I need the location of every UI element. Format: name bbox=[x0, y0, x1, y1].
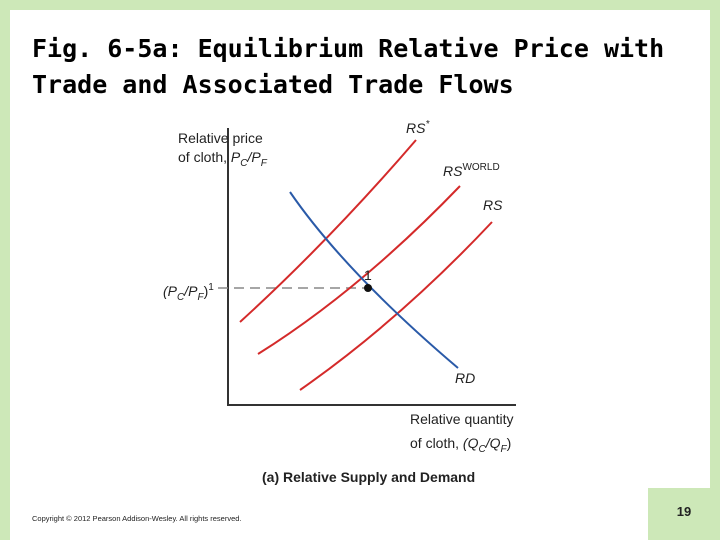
label-part: C bbox=[177, 292, 185, 303]
title-line: Trade and Associated Trade Flows bbox=[32, 70, 514, 99]
label-part: P bbox=[231, 149, 241, 165]
copyright: Copyright © 2012 Pearson Addison-Wesley.… bbox=[32, 514, 242, 523]
label-part: (P bbox=[163, 283, 178, 299]
rd-curve bbox=[289, 191, 459, 369]
top-border bbox=[0, 0, 720, 10]
point-label: 1 bbox=[364, 267, 372, 283]
x-axis-label: Relative quantity bbox=[410, 411, 514, 427]
rs-star-curve bbox=[239, 139, 417, 323]
label-part: F bbox=[261, 158, 268, 169]
page-number: 19 bbox=[677, 504, 691, 519]
page-box bbox=[648, 488, 720, 540]
label-part: ) bbox=[204, 283, 209, 299]
label-part: F bbox=[197, 292, 204, 303]
label-part: RS bbox=[443, 163, 463, 179]
y-axis-label: of cloth, PC/PF bbox=[178, 149, 268, 169]
label-part: F bbox=[501, 444, 508, 455]
curve-label: RSWORLD bbox=[443, 162, 500, 179]
curve-label: RS* bbox=[406, 119, 430, 136]
label-part: (Q bbox=[463, 435, 479, 451]
label-part: RS bbox=[406, 120, 426, 136]
label-part: C bbox=[478, 444, 486, 455]
equilibrium-price-label: (PC/PF)1 bbox=[163, 282, 214, 303]
label-part: /P bbox=[247, 149, 262, 165]
label-part: of cloth, bbox=[410, 435, 463, 451]
title-line: Fig. 6-5a: Equilibrium Relative Price wi… bbox=[32, 34, 664, 63]
label-part: 1 bbox=[208, 282, 214, 293]
label-part: /P bbox=[183, 283, 198, 299]
label-part: /Q bbox=[485, 435, 501, 451]
equilibrium-point bbox=[364, 284, 372, 292]
label-part: C bbox=[240, 158, 248, 169]
curve-label: RD bbox=[455, 370, 475, 386]
left-border bbox=[0, 0, 10, 540]
label-part: ) bbox=[507, 435, 512, 451]
right-border bbox=[710, 0, 720, 540]
figure-caption: (a) Relative Supply and Demand bbox=[262, 469, 475, 485]
x-axis-label: of cloth, (QC/QF) bbox=[410, 435, 511, 455]
rs-world-curve bbox=[257, 185, 461, 355]
y-axis-label: Relative price bbox=[178, 130, 263, 146]
curve-label: RS bbox=[483, 197, 503, 213]
label-part: of cloth, bbox=[178, 149, 231, 165]
label-part: WORLD bbox=[462, 162, 499, 173]
label-part: * bbox=[425, 119, 430, 130]
